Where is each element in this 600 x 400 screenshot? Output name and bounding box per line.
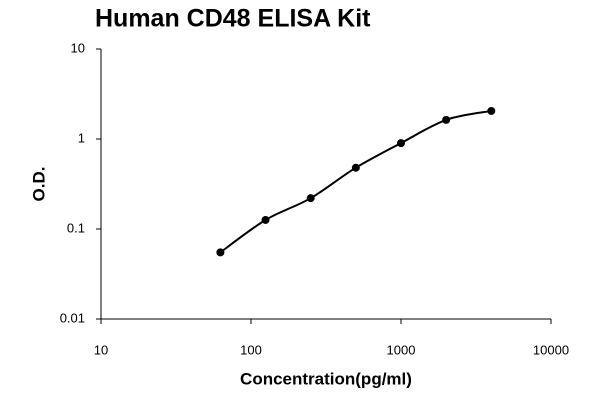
data-point xyxy=(397,139,405,148)
x-tick-label: 10 xyxy=(94,342,108,357)
x-axis-title: Concentration(pg/ml) xyxy=(240,369,412,388)
y-tick-label: 1 xyxy=(78,130,85,145)
data-point xyxy=(487,106,496,115)
x-tick-label: 100 xyxy=(240,342,262,357)
chart-title: Human CD48 ELISA Kit xyxy=(95,5,371,33)
data-point xyxy=(216,248,225,257)
x-tick-label: 1000 xyxy=(387,342,416,357)
x-tick-label: 10000 xyxy=(533,342,569,357)
data-point xyxy=(306,194,315,203)
data-point xyxy=(442,115,451,124)
y-axis-title: O.D. xyxy=(29,167,48,202)
y-tick-label: 0.01 xyxy=(60,310,85,325)
fit-curve xyxy=(219,109,492,254)
data-point xyxy=(261,215,270,224)
y-tick-label: 10 xyxy=(71,40,85,55)
data-point xyxy=(351,163,360,172)
y-tick-label: 0.1 xyxy=(67,220,85,235)
